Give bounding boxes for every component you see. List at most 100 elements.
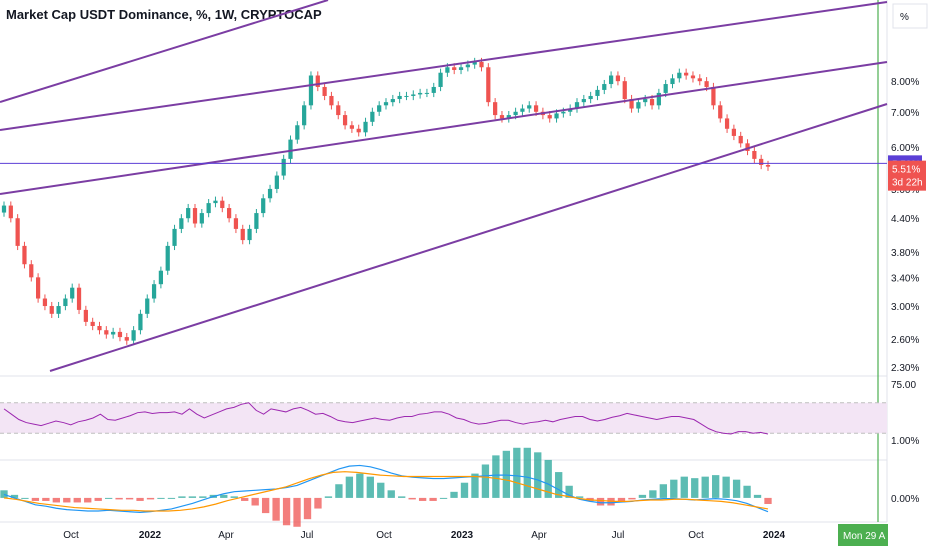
macd-histogram-bar <box>460 482 469 498</box>
candle-body <box>411 94 416 96</box>
macd-histogram-bar <box>398 496 406 498</box>
last-value-tag <box>888 160 926 191</box>
price-tick-label: 8.00% <box>891 77 919 88</box>
candle-body <box>506 115 511 119</box>
price-tick-label: 7.00% <box>891 108 919 119</box>
candle-body <box>274 175 279 189</box>
candle-body <box>417 92 423 95</box>
rsi-level-label: 75.00 <box>891 380 916 391</box>
signal-line <box>3 471 769 512</box>
macd-histogram-bar <box>481 464 490 498</box>
candle-body <box>22 245 27 265</box>
time-axis[interactable]: Oct 2022 Apr Jul Oct 2023 Apr Jul Oct 2024 Mon 29 … <box>63 524 888 546</box>
trendline <box>0 1 888 131</box>
macd-histogram-bar <box>220 494 228 498</box>
macd-histogram-bar <box>10 494 19 498</box>
candle-body <box>295 125 300 140</box>
candle-body <box>151 284 157 299</box>
macd-histogram-bar <box>293 497 301 527</box>
candle-body <box>179 218 184 229</box>
macd-histogram-bar <box>544 459 552 498</box>
macd-histogram-bar <box>84 497 92 503</box>
time-tick-label: 2024 <box>763 530 786 541</box>
candle-body <box>90 321 95 326</box>
time-tick-label: Jul <box>301 530 314 541</box>
macd-histogram-bar <box>523 447 531 498</box>
candle-body <box>356 128 361 133</box>
macd-histogram-bar <box>565 485 573 498</box>
rsi-line <box>3 402 769 435</box>
macd-histogram-bar <box>94 497 102 501</box>
macd-histogram-bar <box>492 455 500 498</box>
macd-histogram-bar <box>303 497 312 520</box>
macd-histogram-bar <box>188 496 197 498</box>
candle-body <box>35 277 41 299</box>
macd-histogram-bar <box>42 497 50 501</box>
macd-histogram-bar <box>261 497 270 514</box>
candle-body <box>697 78 702 82</box>
candle-body <box>465 64 470 68</box>
candle-body <box>158 270 164 285</box>
candle-body <box>254 213 259 229</box>
scale-mode-button <box>892 3 928 29</box>
candle-body <box>70 287 75 299</box>
candle-body <box>370 111 375 122</box>
macd-histogram-bar <box>31 497 40 501</box>
price-tick-label: 2.60% <box>891 335 919 346</box>
candle-body <box>513 111 518 116</box>
rsi-low-label: 1.00% <box>891 436 919 447</box>
macd-histogram-bar <box>73 497 81 503</box>
candle-body <box>520 108 525 112</box>
candle-body <box>397 95 402 100</box>
candle-body <box>472 61 477 65</box>
candle-body <box>322 86 327 96</box>
candle-body <box>745 143 750 151</box>
candle-body <box>383 102 389 106</box>
candle-body <box>684 72 689 76</box>
macd-histogram-bar <box>199 496 207 498</box>
candle-body <box>704 81 709 87</box>
candle-body <box>677 72 682 79</box>
macd-histogram-bar <box>366 476 374 498</box>
macd-histogram-bar <box>356 473 364 498</box>
countdown-label: 3d 22h <box>892 178 923 189</box>
macd-histogram-bar <box>429 497 437 501</box>
candle-body <box>15 218 20 246</box>
candle-body <box>499 115 505 119</box>
macd-line <box>3 464 769 514</box>
candle-body <box>186 208 191 219</box>
candle-body <box>656 92 661 106</box>
macd-histogram-bar <box>157 497 165 499</box>
rsi-panel <box>0 402 887 435</box>
candle-body <box>315 75 320 87</box>
candle-body <box>581 99 586 103</box>
macd-histogram-bar <box>230 496 238 498</box>
candle-body <box>42 298 48 307</box>
candle-body <box>649 99 655 106</box>
candle-body <box>752 150 757 159</box>
candle-body <box>131 330 136 341</box>
macd-histogram-bar <box>178 496 186 498</box>
candle-body <box>308 75 314 106</box>
candle-body <box>145 298 150 314</box>
candle-body <box>76 287 82 310</box>
price-tick-label: 6.00% <box>891 143 919 154</box>
candle-body <box>342 115 348 126</box>
candle-body <box>759 158 764 165</box>
macd-histogram-bar <box>764 497 772 504</box>
candle-body <box>281 158 286 176</box>
macd-histogram-bar <box>418 497 427 501</box>
candle-body <box>670 78 675 85</box>
macd-histogram-bar <box>680 476 688 498</box>
candle-body <box>445 67 450 73</box>
candle-body <box>138 313 143 331</box>
candle-body <box>608 75 614 85</box>
candle-body <box>404 95 409 97</box>
candle-body <box>527 105 532 109</box>
candle-body <box>97 325 102 331</box>
candle-body <box>199 213 204 224</box>
candle-body <box>165 245 170 271</box>
macd-histogram-bar <box>104 497 113 499</box>
macd-histogram-bar <box>575 496 584 498</box>
